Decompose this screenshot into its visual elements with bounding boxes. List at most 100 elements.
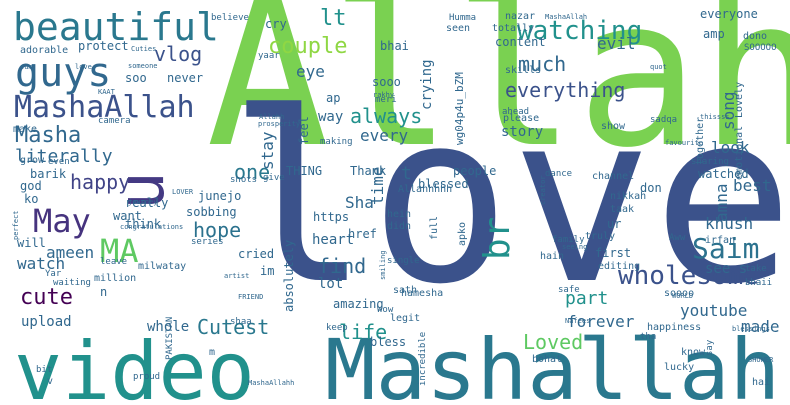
word-camera: camera [98,116,131,126]
word-every: every [360,126,409,145]
word-apko: apko [457,221,468,246]
word-thissss: thissss [700,113,730,121]
word-lovely: Lovely [734,81,745,118]
word-protect: protect [78,39,129,53]
word-sharing: sharing [691,157,729,167]
word-meri: meri [375,95,397,105]
word-keep: keep [326,323,348,333]
word-ameen: ameen [46,243,95,262]
word-don: don [640,181,662,195]
word-think: think [125,217,162,231]
word-guys: guys [15,50,112,96]
word-want: want [113,209,142,223]
word-people: people [453,164,497,178]
word-truly: truly [585,231,616,242]
word-wholesome: wholesome [618,261,759,291]
word-loved: Loved [523,330,584,354]
word-thing: THING [286,164,323,178]
word-cutest: Cutest [197,315,270,339]
word-favourite: favourite [665,139,703,147]
word-t: t [401,163,412,184]
word-everyone: everyone [700,7,758,21]
word-make: make [13,124,38,135]
word-seeing: seeing [562,243,588,251]
word-friend: FRIEND [238,293,264,301]
word-wg04p4u-bzm: wg04p4u_bZM [453,72,466,145]
word-didn: didn [387,221,412,232]
word-safe: safe [558,285,580,295]
word-sadqa: sadqa [650,115,678,125]
word-rakhy: rakhy [373,91,395,99]
word-yaar: yaar [258,51,280,61]
word-editing: editing [598,261,641,272]
word-v: v [47,376,54,387]
word-creator: creator [539,175,547,205]
word-amp: amp [703,27,725,41]
word-say: say [705,339,715,356]
word-find: find [318,254,367,278]
word-bhai: bhai [380,39,409,53]
word-bless: bless [370,335,407,349]
word-milwatay: milwatay [138,261,187,272]
word-see-s: see s [705,261,748,277]
word-mashaallah-small: MashaAllah [545,13,588,21]
word-happiness: happiness [647,322,702,333]
word-take: take [745,264,767,274]
word-first: first [595,246,632,260]
word-ma: MA [100,232,139,270]
word-world: WORLD [672,292,694,300]
word-part: part [565,288,609,309]
word-allah: Allah [206,0,790,193]
word-saim: Saim [692,232,760,265]
word-junejo: junejo [198,189,242,203]
word-god: god [20,179,42,193]
word-journey: journey [128,198,158,206]
word-everything: everything [505,78,626,102]
word-leave: leave [100,257,128,267]
word-shower: SHOWER [748,356,774,364]
word-may: May [33,202,91,240]
word-https: https [313,210,350,224]
word-sum: sum [20,63,33,71]
word-masha: Masha [15,123,82,148]
word-lover: LOVER [172,188,194,196]
word-shaa: shaa [230,317,252,327]
word-cuties: Cuties [131,45,157,53]
word-forever: forever [567,312,635,331]
word-sooo: sooo [372,75,401,89]
word-watch: watch [17,254,66,273]
word-heart: heart [312,232,355,248]
word-dance: dance [545,169,573,179]
word-nazar: nazar [505,11,536,22]
word-proud: proud [133,372,161,382]
word-believe: believe [211,13,249,23]
word-content: content [495,35,546,49]
word-taak: taak [610,204,635,215]
word-adorable: adorable [20,45,69,56]
word-m: m [209,347,216,358]
word-full: full [429,215,440,240]
word-watched: watched [698,167,749,181]
word-million: million [94,273,137,284]
word-kaat: KAAT [98,88,115,96]
word-look: look [711,138,750,157]
word-br: br [477,216,518,260]
word-yar: Yar [45,269,62,279]
word-dono: dono [743,31,768,42]
word-beautiful: beautiful [13,5,219,49]
word-way: way [318,109,344,125]
word-vlog: vlog [154,42,203,66]
word-mashaallah: MashaAllah [14,90,195,125]
word-always: always [350,104,423,128]
word-wow: Wow [377,305,394,315]
word-barik: barik [30,167,67,181]
word-pakistan: PAKISTAN [165,316,175,360]
word-ur: ur [607,217,622,231]
word-nafees: Nafees [565,317,591,325]
word-ko: ko [24,192,39,206]
word-ap: ap [326,91,341,105]
word-bohat: bohat [532,354,563,365]
word-youtube: youtube [680,301,748,320]
word-hamesha: hamesha [401,288,444,299]
word-ahead: ahead [502,107,530,117]
